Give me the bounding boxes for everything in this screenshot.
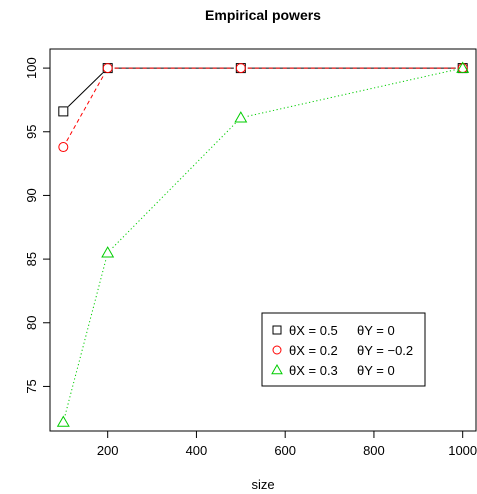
series-segment: [247, 69, 456, 117]
x-tick-label: 200: [97, 443, 119, 458]
triangle-marker: [101, 246, 115, 258]
y-tick-label: 95: [24, 125, 39, 139]
x-tick-label: 800: [363, 443, 385, 458]
legend-label-theta-y: θY = −0.2: [357, 343, 413, 358]
y-tick-label: 80: [24, 316, 39, 330]
x-tick-label: 600: [274, 443, 296, 458]
legend-entry: θX = 0.3 θY = 0: [271, 363, 395, 378]
legend: θX = 0.5 θY = 0θX = 0.2 θY = −0.2θX = 0.3 θ…: [261, 312, 426, 387]
series-segment: [67, 72, 104, 107]
series: [58, 63, 468, 153]
circle-marker: [102, 63, 113, 74]
y-tick-label: 90: [24, 188, 39, 202]
legend-label-theta-x: θX = 0.5: [289, 323, 338, 338]
x-tick-label: 400: [186, 443, 208, 458]
legend-label-theta-x: θX = 0.3: [289, 363, 338, 378]
y-tick-label: 75: [24, 379, 39, 393]
legend-entry: θX = 0.2 θY = −0.2: [272, 343, 413, 358]
circle-marker: [235, 63, 246, 74]
x-axis: 200 400 600 800 1000: [97, 431, 477, 458]
series: [56, 61, 470, 427]
y-tick-label: 85: [24, 252, 39, 266]
series: [58, 63, 468, 117]
series-layer: [56, 61, 470, 427]
triangle-marker: [456, 61, 470, 73]
legend-entry: θX = 0.5 θY = 0: [272, 323, 395, 338]
chart-title: Empirical powers: [205, 7, 321, 23]
legend-label-theta-x: θX = 0.2: [289, 343, 338, 358]
series-segment: [66, 73, 105, 142]
circle-marker: [58, 142, 69, 153]
series-segment: [64, 259, 107, 416]
plot-frame: [49, 48, 477, 432]
legend-box: [261, 312, 426, 387]
x-tick-label: 1000: [448, 443, 477, 458]
y-axis: 75 80 85 90 95 100: [24, 57, 50, 394]
legend-label-theta-y: θY = 0: [357, 363, 395, 378]
square-marker: [272, 325, 282, 335]
circle-marker: [272, 345, 282, 355]
x-axis-label: size: [251, 477, 274, 492]
legend-label-theta-y: θY = 0: [357, 323, 395, 338]
y-tick-label: 100: [24, 57, 39, 79]
series-segment: [112, 122, 237, 249]
triangle-marker: [234, 111, 248, 123]
triangle-marker: [271, 363, 283, 375]
square-marker: [58, 106, 69, 117]
triangle-marker: [56, 415, 70, 427]
